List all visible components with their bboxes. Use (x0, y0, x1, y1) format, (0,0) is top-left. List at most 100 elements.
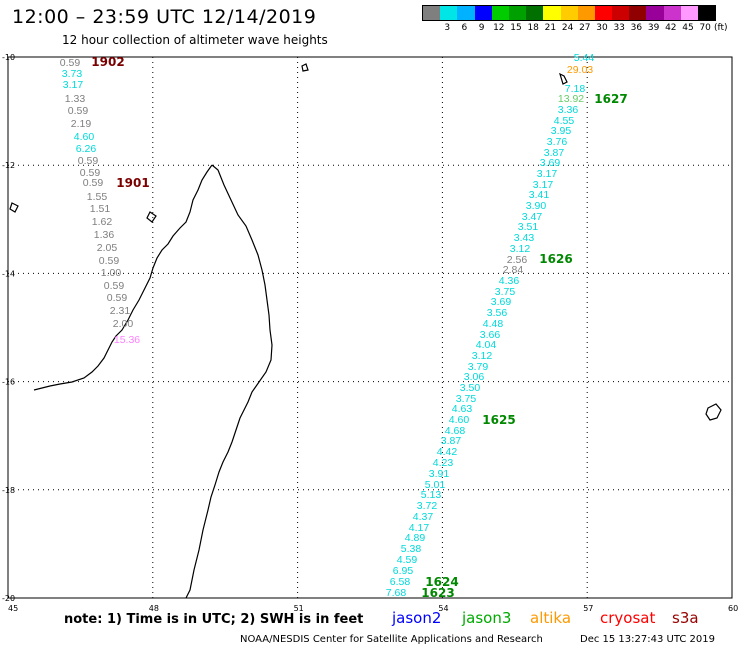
legend-label: 36 (630, 23, 643, 33)
wave-height-value: 4.17 (409, 522, 430, 534)
legend-swatch (526, 6, 544, 20)
cargados-islet (559, 72, 568, 85)
latitude-ticks: -10 -12 -14 -16 -18 -20 (2, 53, 15, 603)
legend-swatch (680, 6, 698, 20)
lon-tick-label: 51 (294, 604, 304, 613)
wave-height-value: 6.95 (393, 565, 414, 577)
legend-swatch (440, 6, 458, 20)
madagascar-outline (185, 164, 273, 599)
wave-height-value: 4.55 (554, 115, 575, 127)
legend-labels: (ft) 3 6 9 12 15 18 21 24 27 30 33 36 39 42 45 70 (422, 23, 727, 35)
legend-label: 45 (682, 23, 694, 33)
wave-height-value: 3.87 (544, 147, 565, 159)
legend-swatch (577, 6, 595, 20)
lon-tick-label: 54 (438, 604, 448, 613)
wave-height-value: 0.59 (99, 255, 120, 267)
legend-color-bar (422, 5, 717, 21)
lat-tick-label: -10 (2, 53, 15, 62)
legend-swatch (698, 6, 716, 20)
wave-height-value: 1.33 (65, 93, 86, 105)
wave-height-value: 1.55 (87, 191, 108, 203)
satellite-name-jason2: jason2 (392, 609, 442, 627)
longitude-ticks: 45 48 51 54 57 60 (8, 604, 738, 613)
legend-label: 6 (461, 23, 468, 33)
generated-timestamp: Dec 15 13:27:43 UTC 2019 (580, 634, 715, 645)
footer-note: note: 1) Time is in UTC; 2) SWH is in fe… (64, 612, 364, 627)
satellite-name-s3a: s3a (672, 609, 699, 627)
wave-height-value: 0.59 (78, 155, 99, 167)
wave-height-value: 3.76 (547, 136, 568, 148)
wave-height-value: 3.43 (514, 232, 535, 244)
wave-height-value: 3.12 (510, 243, 531, 255)
lon-tick-label: 45 (8, 604, 18, 613)
legend-swatch (663, 6, 681, 20)
wave-height-value: 3.75 (456, 393, 477, 405)
legend-swatch (491, 6, 509, 20)
lat-tick-label: -16 (2, 378, 15, 387)
wave-height-value: 3.41 (529, 189, 550, 201)
satellite-name-altika: altika (530, 609, 572, 627)
lon-tick-label: 48 (149, 604, 159, 613)
lat-tick-label: -14 (2, 269, 15, 278)
wave-height-value: 3.51 (518, 221, 539, 233)
pass-number-label: 1623 (421, 586, 454, 600)
satellite-name-jason3: jason3 (462, 609, 512, 627)
wave-height-value: 3.12 (472, 350, 493, 362)
pass-number-label: 1627 (594, 92, 627, 106)
lat-tick-label: -12 (2, 161, 15, 170)
wave-height-value: 1.00 (101, 267, 122, 279)
wave-height-value: 0.59 (107, 292, 128, 304)
lon-tick-label: 57 (583, 604, 593, 613)
wave-height-value: 4.37 (413, 511, 434, 523)
wave-height-value: 13.92 (558, 93, 584, 105)
satellite-name-cryosat: cryosat (600, 609, 656, 627)
wave-height-value: 1.51 (90, 203, 111, 215)
wave-height-value: 4.60 (449, 414, 470, 426)
wave-height-value: 2.56 (507, 254, 528, 266)
wave-height-value: 0.59 (60, 57, 81, 69)
lat-tick-label: -18 (2, 486, 15, 495)
legend-label: 70 (699, 23, 711, 33)
legend-label: 21 (544, 23, 557, 33)
wave-height-value: 3.17 (537, 168, 558, 180)
wave-height-value: 2.31 (110, 305, 131, 317)
east-island-reunion (705, 403, 722, 421)
wave-height-value: 0.59 (104, 280, 125, 292)
wave-height-value: 3.66 (480, 329, 501, 341)
wave-height-legend: (ft) 3 6 9 12 15 18 21 24 27 30 33 36 39 42 45 70 (422, 5, 728, 35)
lat-tick-label: -20 (2, 594, 15, 603)
wave-height-value: 3.87 (441, 435, 462, 447)
wave-height-value: 3.17 (533, 179, 554, 191)
wave-height-value: 7.18 (565, 83, 586, 95)
wave-height-value: 0.59 (68, 105, 89, 117)
nosy-be-island (146, 211, 157, 223)
wave-height-value: 2.00 (113, 318, 134, 330)
wave-height-value: 4.68 (445, 425, 466, 437)
wave-height-value: 3.75 (495, 286, 516, 298)
legend-label: 27 (579, 23, 591, 33)
wave-height-value: 2.05 (97, 242, 118, 254)
wave-height-value: 3.79 (468, 361, 489, 373)
wave-height-value: 4.42 (437, 446, 458, 458)
pass-number-label: 1624 (425, 575, 458, 589)
wave-height-value: 1.36 (94, 229, 115, 241)
wave-height-value: 2.84 (503, 264, 524, 276)
wave-height-value: 7.68 (386, 587, 407, 599)
wave-height-value: 6.58 (390, 576, 411, 588)
wave-height-value: 4.04 (476, 339, 497, 351)
wave-height-value: 6.26 (76, 143, 97, 155)
wave-height-value: 3.36 (558, 104, 579, 116)
wave-height-value: 3.50 (460, 382, 481, 394)
legend-label: 15 (510, 23, 522, 33)
wave-height-value: 3.69 (540, 157, 561, 169)
wave-height-value: 5.01 (425, 479, 446, 491)
agalega-islet (301, 63, 309, 72)
wave-height-value: 4.59 (397, 554, 418, 566)
wave-height-value: 2.19 (71, 118, 92, 130)
wave-height-value: 1.62 (92, 216, 113, 228)
wave-height-readings: 5.4429.037.1813.923.364.553.953.763.873.… (60, 52, 595, 599)
wave-height-value: 3.56 (487, 307, 508, 319)
madagascar-west-coast (33, 164, 213, 391)
